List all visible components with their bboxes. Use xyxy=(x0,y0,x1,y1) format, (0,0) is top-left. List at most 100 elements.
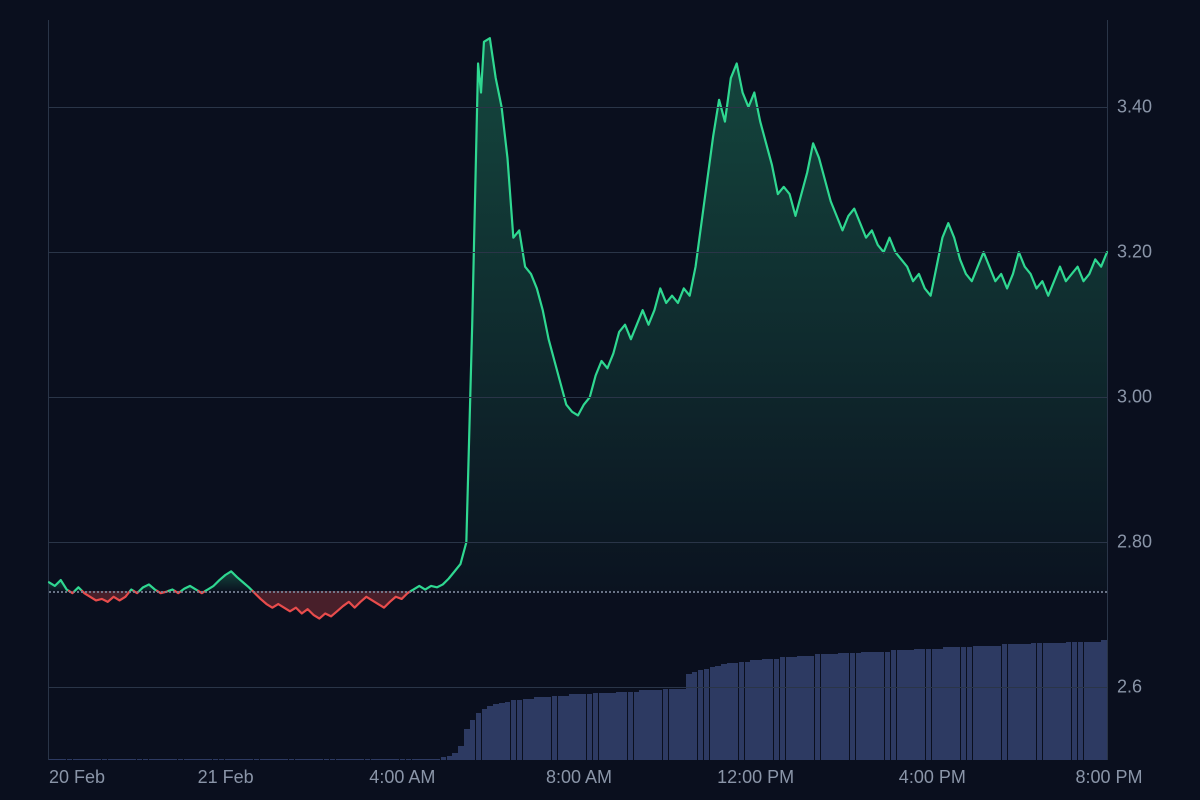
volume-bar xyxy=(610,693,615,760)
volume-bar xyxy=(1013,644,1018,760)
y-axis-label: 3.20 xyxy=(1117,242,1187,263)
volume-bar xyxy=(1031,643,1036,760)
volume-bar xyxy=(704,669,709,760)
volume-bar xyxy=(1101,640,1106,760)
volume-bar xyxy=(517,700,522,760)
volume-bar xyxy=(821,654,826,760)
volume-bar xyxy=(669,689,674,760)
volume-bar xyxy=(745,662,750,760)
volume-bar xyxy=(978,646,983,760)
volume-bar xyxy=(797,656,802,760)
volume-bar xyxy=(213,759,218,760)
volume-bar xyxy=(166,759,171,760)
volume-bar xyxy=(523,699,528,760)
volume-bar xyxy=(61,759,66,760)
volume-bar xyxy=(154,759,159,760)
volume-bar xyxy=(528,699,533,760)
volume-bar xyxy=(482,709,487,760)
volume-bar xyxy=(832,654,837,760)
volume-bar xyxy=(441,757,446,760)
volume-bar xyxy=(1002,644,1007,760)
volume-bar xyxy=(225,759,230,760)
x-axis-label: 8:00 PM xyxy=(1075,767,1142,788)
volume-bar xyxy=(347,759,352,760)
volume-bar xyxy=(201,759,206,760)
x-axis-label: 12:00 PM xyxy=(717,767,794,788)
y-axis-label: 2.6 xyxy=(1117,677,1187,698)
volume-bar xyxy=(815,654,820,760)
volume-bar xyxy=(914,649,919,760)
volume-bar xyxy=(476,713,481,760)
volume-bar xyxy=(49,759,54,760)
volume-bar xyxy=(575,694,580,760)
volume-bar xyxy=(680,689,685,760)
volume-bar xyxy=(826,654,831,760)
volume-bar xyxy=(727,663,732,760)
volume-bar xyxy=(850,653,855,760)
volume-bar xyxy=(131,759,136,760)
volume-bar xyxy=(178,759,183,760)
plot-area[interactable]: 2.62.803.003.203.4020 Feb21 Feb4:00 AM8:… xyxy=(48,20,1108,760)
volume-bar xyxy=(756,660,761,760)
volume-bar xyxy=(949,647,954,760)
volume-bar xyxy=(1095,642,1100,760)
volume-bar xyxy=(967,647,972,760)
volume-bar xyxy=(844,653,849,760)
y-axis-label: 2.80 xyxy=(1117,532,1187,553)
volume-bar xyxy=(721,664,726,760)
price-chart[interactable]: 2.62.803.003.203.4020 Feb21 Feb4:00 AM8:… xyxy=(0,0,1200,800)
volume-bar xyxy=(838,653,843,760)
y-axis-label: 3.00 xyxy=(1117,387,1187,408)
volume-bar xyxy=(143,759,148,760)
volume-bar xyxy=(429,759,434,760)
volume-bar xyxy=(990,646,995,760)
volume-bar xyxy=(84,759,89,760)
volume-bar xyxy=(300,759,305,760)
volume-bar xyxy=(733,663,738,760)
volume-bar xyxy=(458,746,463,760)
volume-bar xyxy=(651,690,656,760)
volume-bar xyxy=(330,759,335,760)
volume-bar xyxy=(371,759,376,760)
volume-bar xyxy=(184,759,189,760)
volume-bar xyxy=(1019,644,1024,760)
volume-bar xyxy=(645,690,650,760)
volume-bar xyxy=(230,759,235,760)
volume-bar xyxy=(452,753,457,760)
x-axis-label: 4:00 PM xyxy=(899,767,966,788)
volume-bar xyxy=(715,666,720,760)
volume-bar xyxy=(242,759,247,760)
volume-bar xyxy=(447,756,452,760)
volume-bar xyxy=(1008,644,1013,760)
grid-line xyxy=(49,397,1107,398)
volume-bar xyxy=(973,646,978,760)
volume-bar xyxy=(622,692,627,761)
volume-bar xyxy=(283,759,288,760)
volume-bar xyxy=(710,667,715,760)
volume-bar xyxy=(248,759,253,760)
volume-bar xyxy=(78,759,83,760)
volume-bar xyxy=(499,703,504,760)
volume-bar xyxy=(55,759,60,760)
volume-bar xyxy=(663,689,668,760)
volume-bar xyxy=(417,759,422,760)
volume-bar xyxy=(587,694,592,760)
volume-bar xyxy=(318,759,323,760)
volume-bar xyxy=(406,759,411,760)
volume-bar xyxy=(160,759,165,760)
volume-bar xyxy=(464,729,469,760)
volume-bar xyxy=(487,706,492,760)
volume-bar xyxy=(236,759,241,760)
volume-bar xyxy=(674,689,679,760)
volume-bar xyxy=(1089,642,1094,760)
volume-bar xyxy=(1048,643,1053,760)
volume-bar xyxy=(628,692,633,761)
volume-bar xyxy=(546,697,551,760)
volume-bar xyxy=(692,672,697,760)
volume-bar xyxy=(926,649,931,760)
volume-bar xyxy=(791,657,796,760)
volume-bar xyxy=(265,759,270,760)
volume-bar xyxy=(125,759,130,760)
volume-bar xyxy=(856,653,861,760)
volume-bar xyxy=(768,659,773,760)
